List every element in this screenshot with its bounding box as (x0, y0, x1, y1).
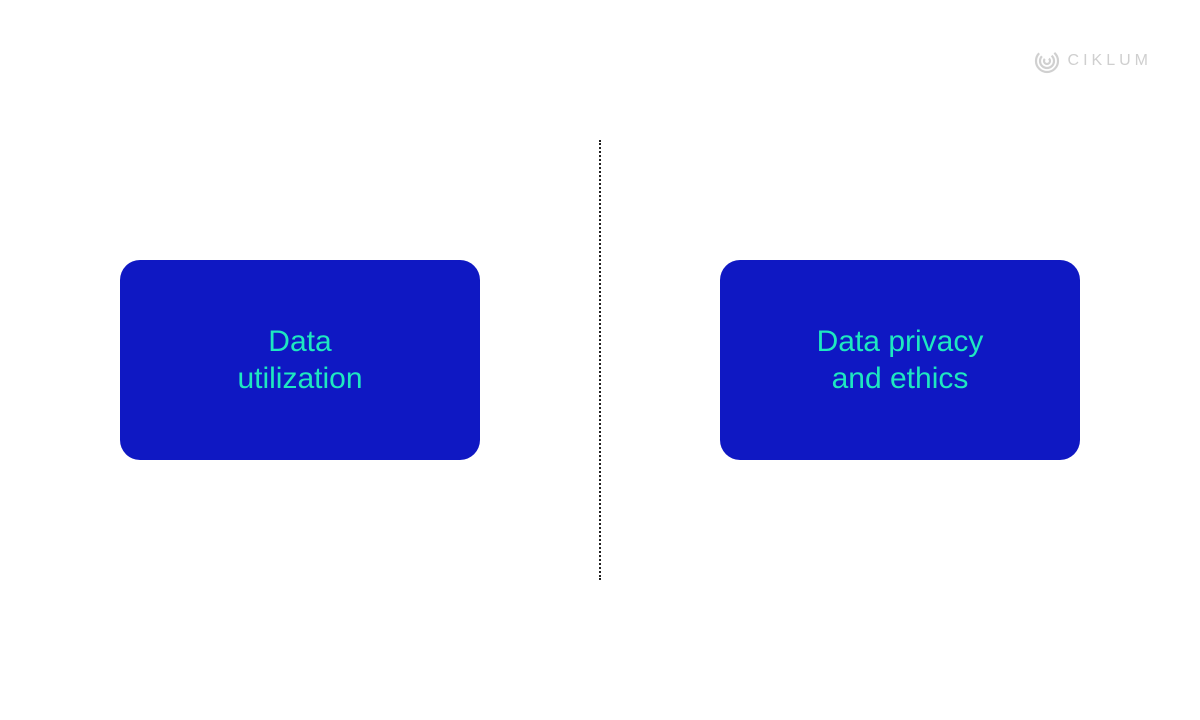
card-data-privacy-ethics: Data privacy and ethics (720, 260, 1080, 460)
content-row: Data utilization Data privacy and ethics (0, 0, 1200, 720)
card-data-utilization: Data utilization (120, 260, 480, 460)
right-side: Data privacy and ethics (600, 260, 1200, 460)
slide-canvas: CIKLUM Data utilization Data privacy and… (0, 0, 1200, 720)
left-side: Data utilization (0, 260, 600, 460)
